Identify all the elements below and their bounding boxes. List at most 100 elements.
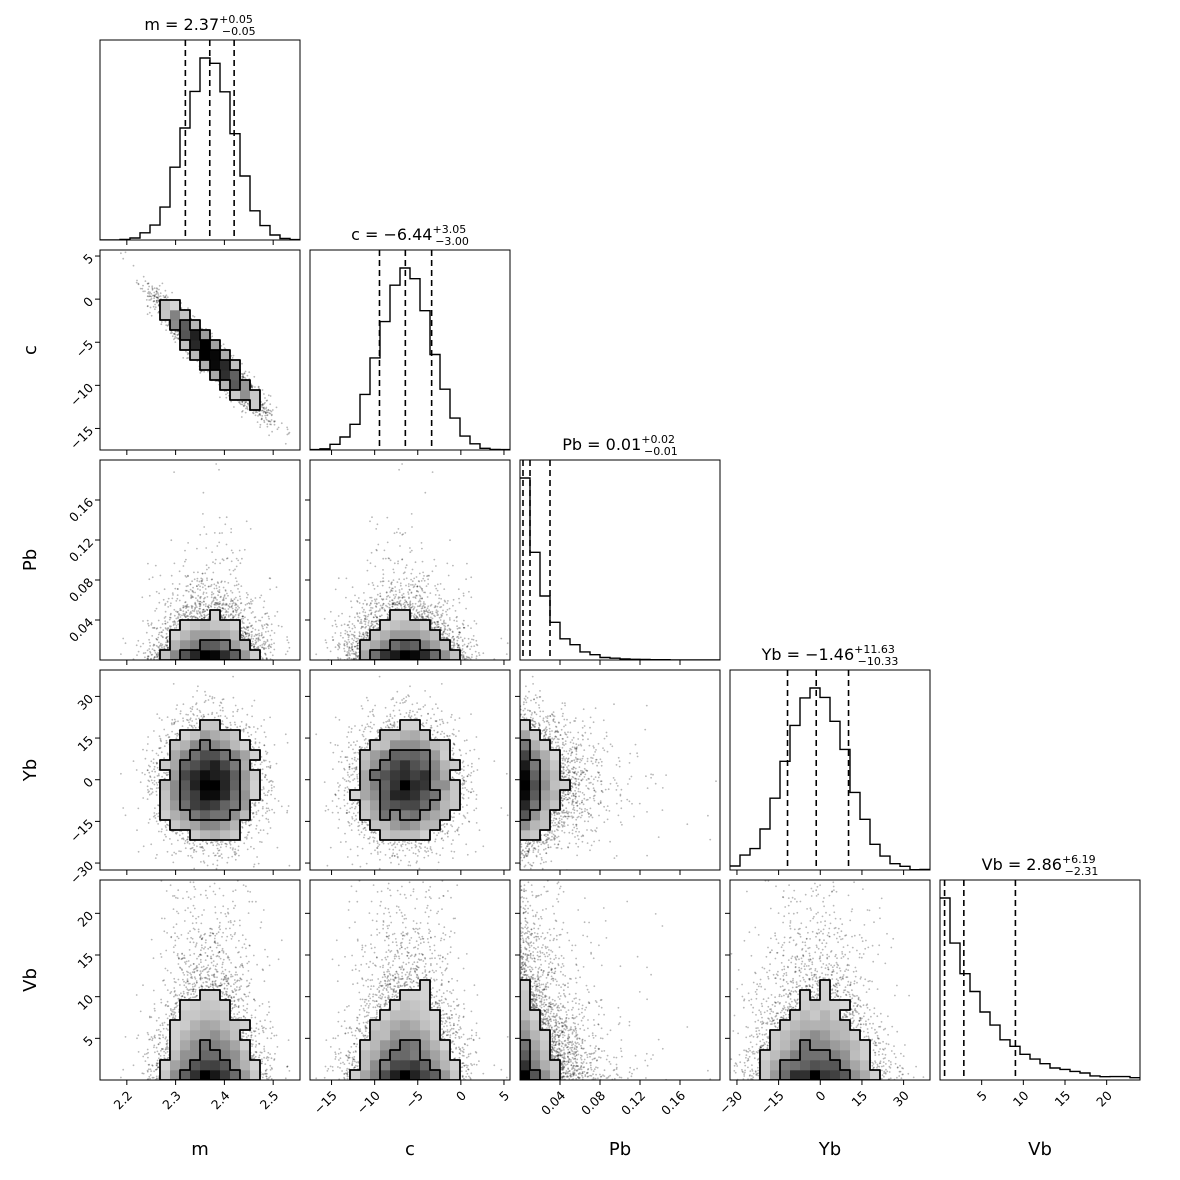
sample-point: [367, 624, 370, 627]
sample-point: [588, 778, 590, 780]
sample-point: [352, 802, 355, 804]
sample-point: [562, 791, 565, 793]
sample-point: [222, 607, 224, 609]
sample-point: [288, 646, 291, 649]
sample-point: [462, 776, 465, 779]
sample-point: [179, 609, 182, 611]
sample-point: [224, 611, 227, 613]
sample-point: [577, 790, 580, 793]
sample-point: [356, 845, 359, 848]
sample-point: [339, 756, 342, 758]
sample-point: [355, 651, 358, 654]
sample-point: [259, 426, 261, 428]
sample-point: [153, 300, 155, 302]
sample-point: [364, 618, 366, 621]
sample-point: [245, 723, 248, 725]
density-cell: [420, 770, 431, 781]
sample-point: [401, 881, 403, 883]
sample-point: [422, 705, 425, 708]
sample-point: [552, 738, 555, 741]
sample-point: [531, 864, 534, 867]
sample-point: [225, 393, 227, 396]
density-cell: [370, 780, 381, 791]
sample-point: [366, 632, 369, 634]
sample-point: [201, 617, 204, 620]
sample-point: [248, 602, 251, 605]
sample-point: [380, 606, 383, 609]
sample-point: [441, 720, 444, 723]
sample-point: [471, 788, 473, 790]
density-cell: [170, 320, 181, 331]
sample-point: [407, 603, 410, 606]
sample-point: [707, 814, 709, 817]
sample-point: [253, 726, 255, 728]
sample-point: [161, 631, 164, 634]
sample-point: [356, 773, 358, 776]
sample-point: [409, 547, 411, 549]
density-cell: [400, 780, 411, 791]
sample-point: [463, 780, 466, 782]
sample-point: [242, 615, 245, 618]
sample-point: [665, 774, 667, 776]
sample-point: [592, 745, 595, 747]
sample-point: [182, 610, 185, 613]
sample-point: [241, 410, 244, 412]
sample-point: [437, 620, 439, 623]
sample-point: [216, 864, 219, 867]
sample-point: [233, 1006, 236, 1008]
sample-point: [254, 741, 257, 744]
sample-point: [422, 616, 424, 618]
sample-point: [550, 666, 552, 668]
sample-point: [435, 720, 437, 723]
sample-point: [350, 744, 352, 747]
sample-point: [266, 425, 269, 428]
density-cell: [380, 780, 391, 791]
sample-point: [158, 774, 160, 777]
sample-point: [225, 842, 227, 845]
sample-point: [452, 564, 454, 567]
sample-point: [261, 814, 264, 817]
sample-point: [482, 652, 485, 655]
density-cell: [220, 780, 231, 791]
sample-point: [166, 639, 169, 642]
sample-point: [191, 580, 194, 583]
sample-point: [384, 871, 386, 873]
sample-point: [202, 491, 205, 494]
sample-point: [255, 1044, 258, 1046]
sample-point: [257, 636, 260, 639]
sample-point: [567, 769, 570, 771]
sample-point: [254, 597, 257, 599]
sample-point: [419, 595, 422, 598]
sample-point: [469, 774, 472, 777]
sample-point: [529, 716, 532, 719]
sample-point: [189, 847, 192, 850]
sample-point: [220, 722, 223, 725]
sample-point: [353, 758, 356, 761]
sample-point: [124, 642, 127, 645]
sample-point: [267, 807, 270, 810]
sample-point: [376, 616, 378, 619]
sample-point: [395, 531, 398, 534]
sample-point: [400, 845, 403, 848]
sample-point: [169, 627, 172, 629]
sample-point: [596, 780, 599, 782]
sample-point: [222, 343, 225, 346]
sample-point: [334, 646, 337, 649]
sample-point: [529, 841, 532, 844]
sample-point: [151, 627, 154, 629]
panel-c-c: c = −6.44+3.05 −3.00: [309, 223, 511, 455]
sample-point: [408, 596, 410, 599]
sample-point: [378, 843, 381, 846]
sample-point: [232, 551, 234, 554]
sample-point: [426, 611, 429, 613]
sample-point: [148, 771, 151, 774]
sample-point: [235, 584, 238, 587]
sample-point: [122, 807, 125, 809]
sample-point: [344, 756, 347, 758]
sample-point: [581, 757, 584, 760]
sample-point: [603, 737, 606, 740]
sample-point: [357, 620, 360, 623]
sample-point: [158, 735, 161, 738]
sample-point: [148, 793, 151, 796]
sample-point: [577, 845, 580, 848]
